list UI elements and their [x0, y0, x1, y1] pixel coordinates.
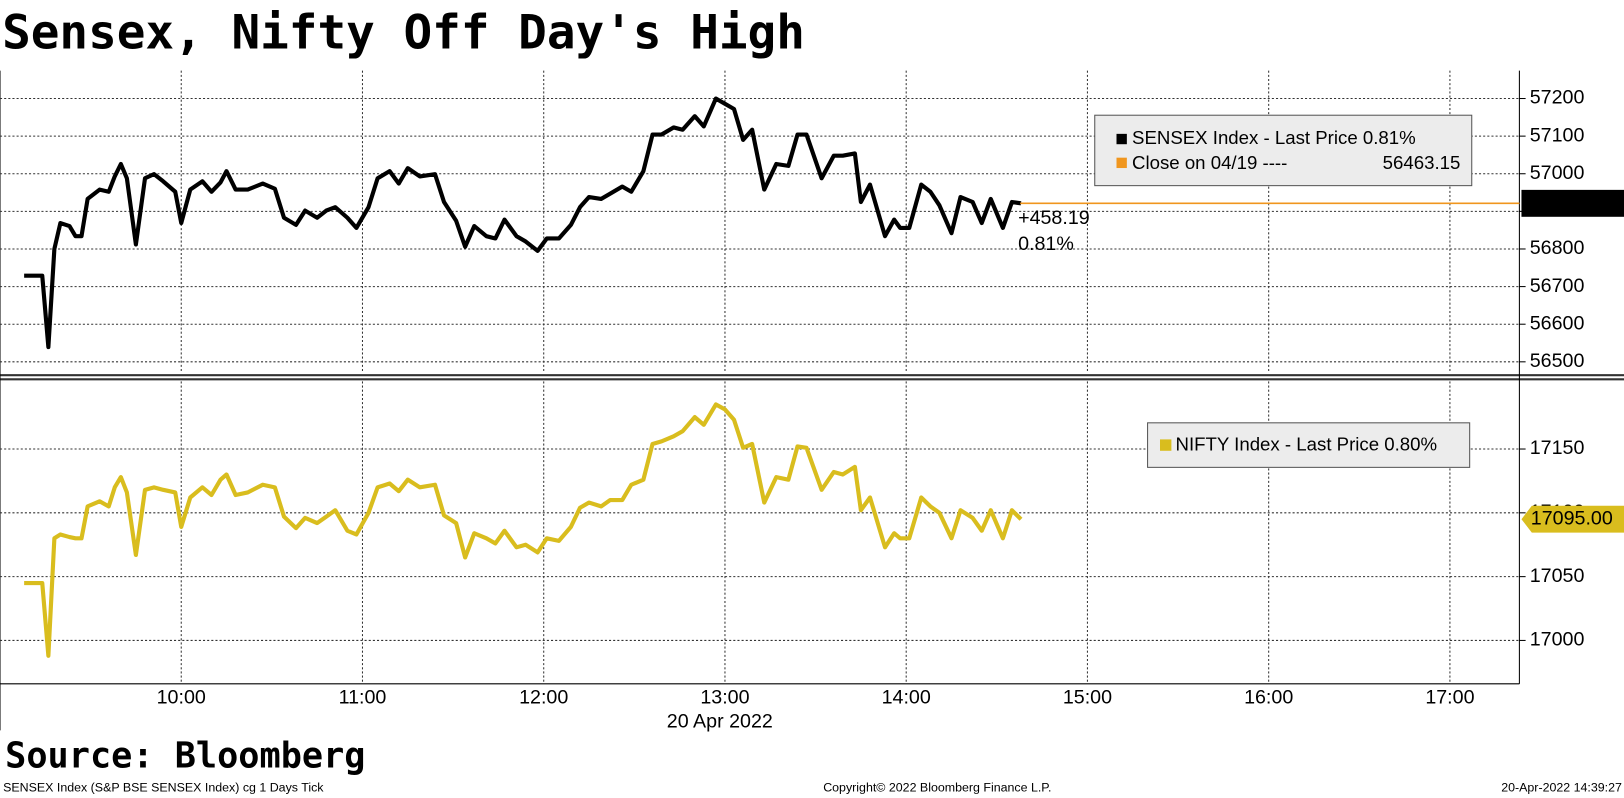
y-tick-label: 57200 — [1530, 87, 1585, 109]
x-axis-label: 20 Apr 2022 — [667, 710, 773, 732]
footer-left: SENSEX Index (S&P BSE SENSEX Index) cg 1… — [3, 781, 324, 795]
legend-swatch — [1116, 157, 1127, 169]
last-price-tag — [1521, 505, 1624, 533]
legend-entry: NIFTY Index - Last Price 0.80% — [1176, 434, 1438, 455]
x-tick-label: 14:00 — [882, 687, 931, 709]
legend-swatch — [1160, 439, 1172, 451]
legend-entry: Close on 04/19 ---- — [1132, 152, 1287, 173]
legend-box — [1147, 422, 1471, 468]
footer-right: 20-Apr-2022 14:39:27 — [1501, 781, 1622, 795]
legend-entry: SENSEX Index - Last Price 0.81% — [1132, 127, 1416, 148]
footer-center: Copyright© 2022 Bloomberg Finance L.P. — [823, 781, 1051, 795]
source: Source: Bloomberg — [5, 735, 365, 776]
legend-swatch — [1116, 133, 1127, 145]
x-tick-label: 10:00 — [157, 687, 206, 709]
x-tick-label: 12:00 — [519, 687, 568, 709]
x-tick-label: 13:00 — [700, 687, 749, 709]
y-tick-label: 56700 — [1530, 275, 1585, 297]
y-tick-label: 17050 — [1530, 565, 1585, 587]
y-tick-label: 17150 — [1530, 437, 1585, 459]
x-tick-label: 15:00 — [1063, 687, 1112, 709]
line — [24, 402, 1023, 658]
y-tick-label: 57000 — [1530, 162, 1585, 184]
line — [24, 96, 1022, 350]
x-tick-label: 11:00 — [339, 687, 387, 709]
x-tick-label: 16:00 — [1244, 687, 1293, 709]
y-tick-label: 56600 — [1530, 312, 1585, 334]
last-price-label: 56921.34 — [1531, 192, 1613, 214]
chart-title: Sensex, Nifty Off Day's High — [2, 5, 805, 60]
legend-box — [1094, 114, 1473, 187]
x-tick-label: 17:00 — [1425, 687, 1474, 709]
legend-value: 56463.15 — [1383, 152, 1461, 173]
change-pct-label: 0.81% — [1018, 233, 1074, 255]
change-label: +458.19 — [1018, 207, 1090, 229]
y-tick-label: 56500 — [1530, 350, 1585, 372]
last-price-tag — [1521, 189, 1624, 217]
last-price-label: 17095.00 — [1531, 507, 1613, 529]
y-tick-label: 17000 — [1530, 629, 1585, 651]
y-tick-label: 57100 — [1530, 124, 1585, 146]
y-tick-label: 56800 — [1530, 237, 1585, 259]
